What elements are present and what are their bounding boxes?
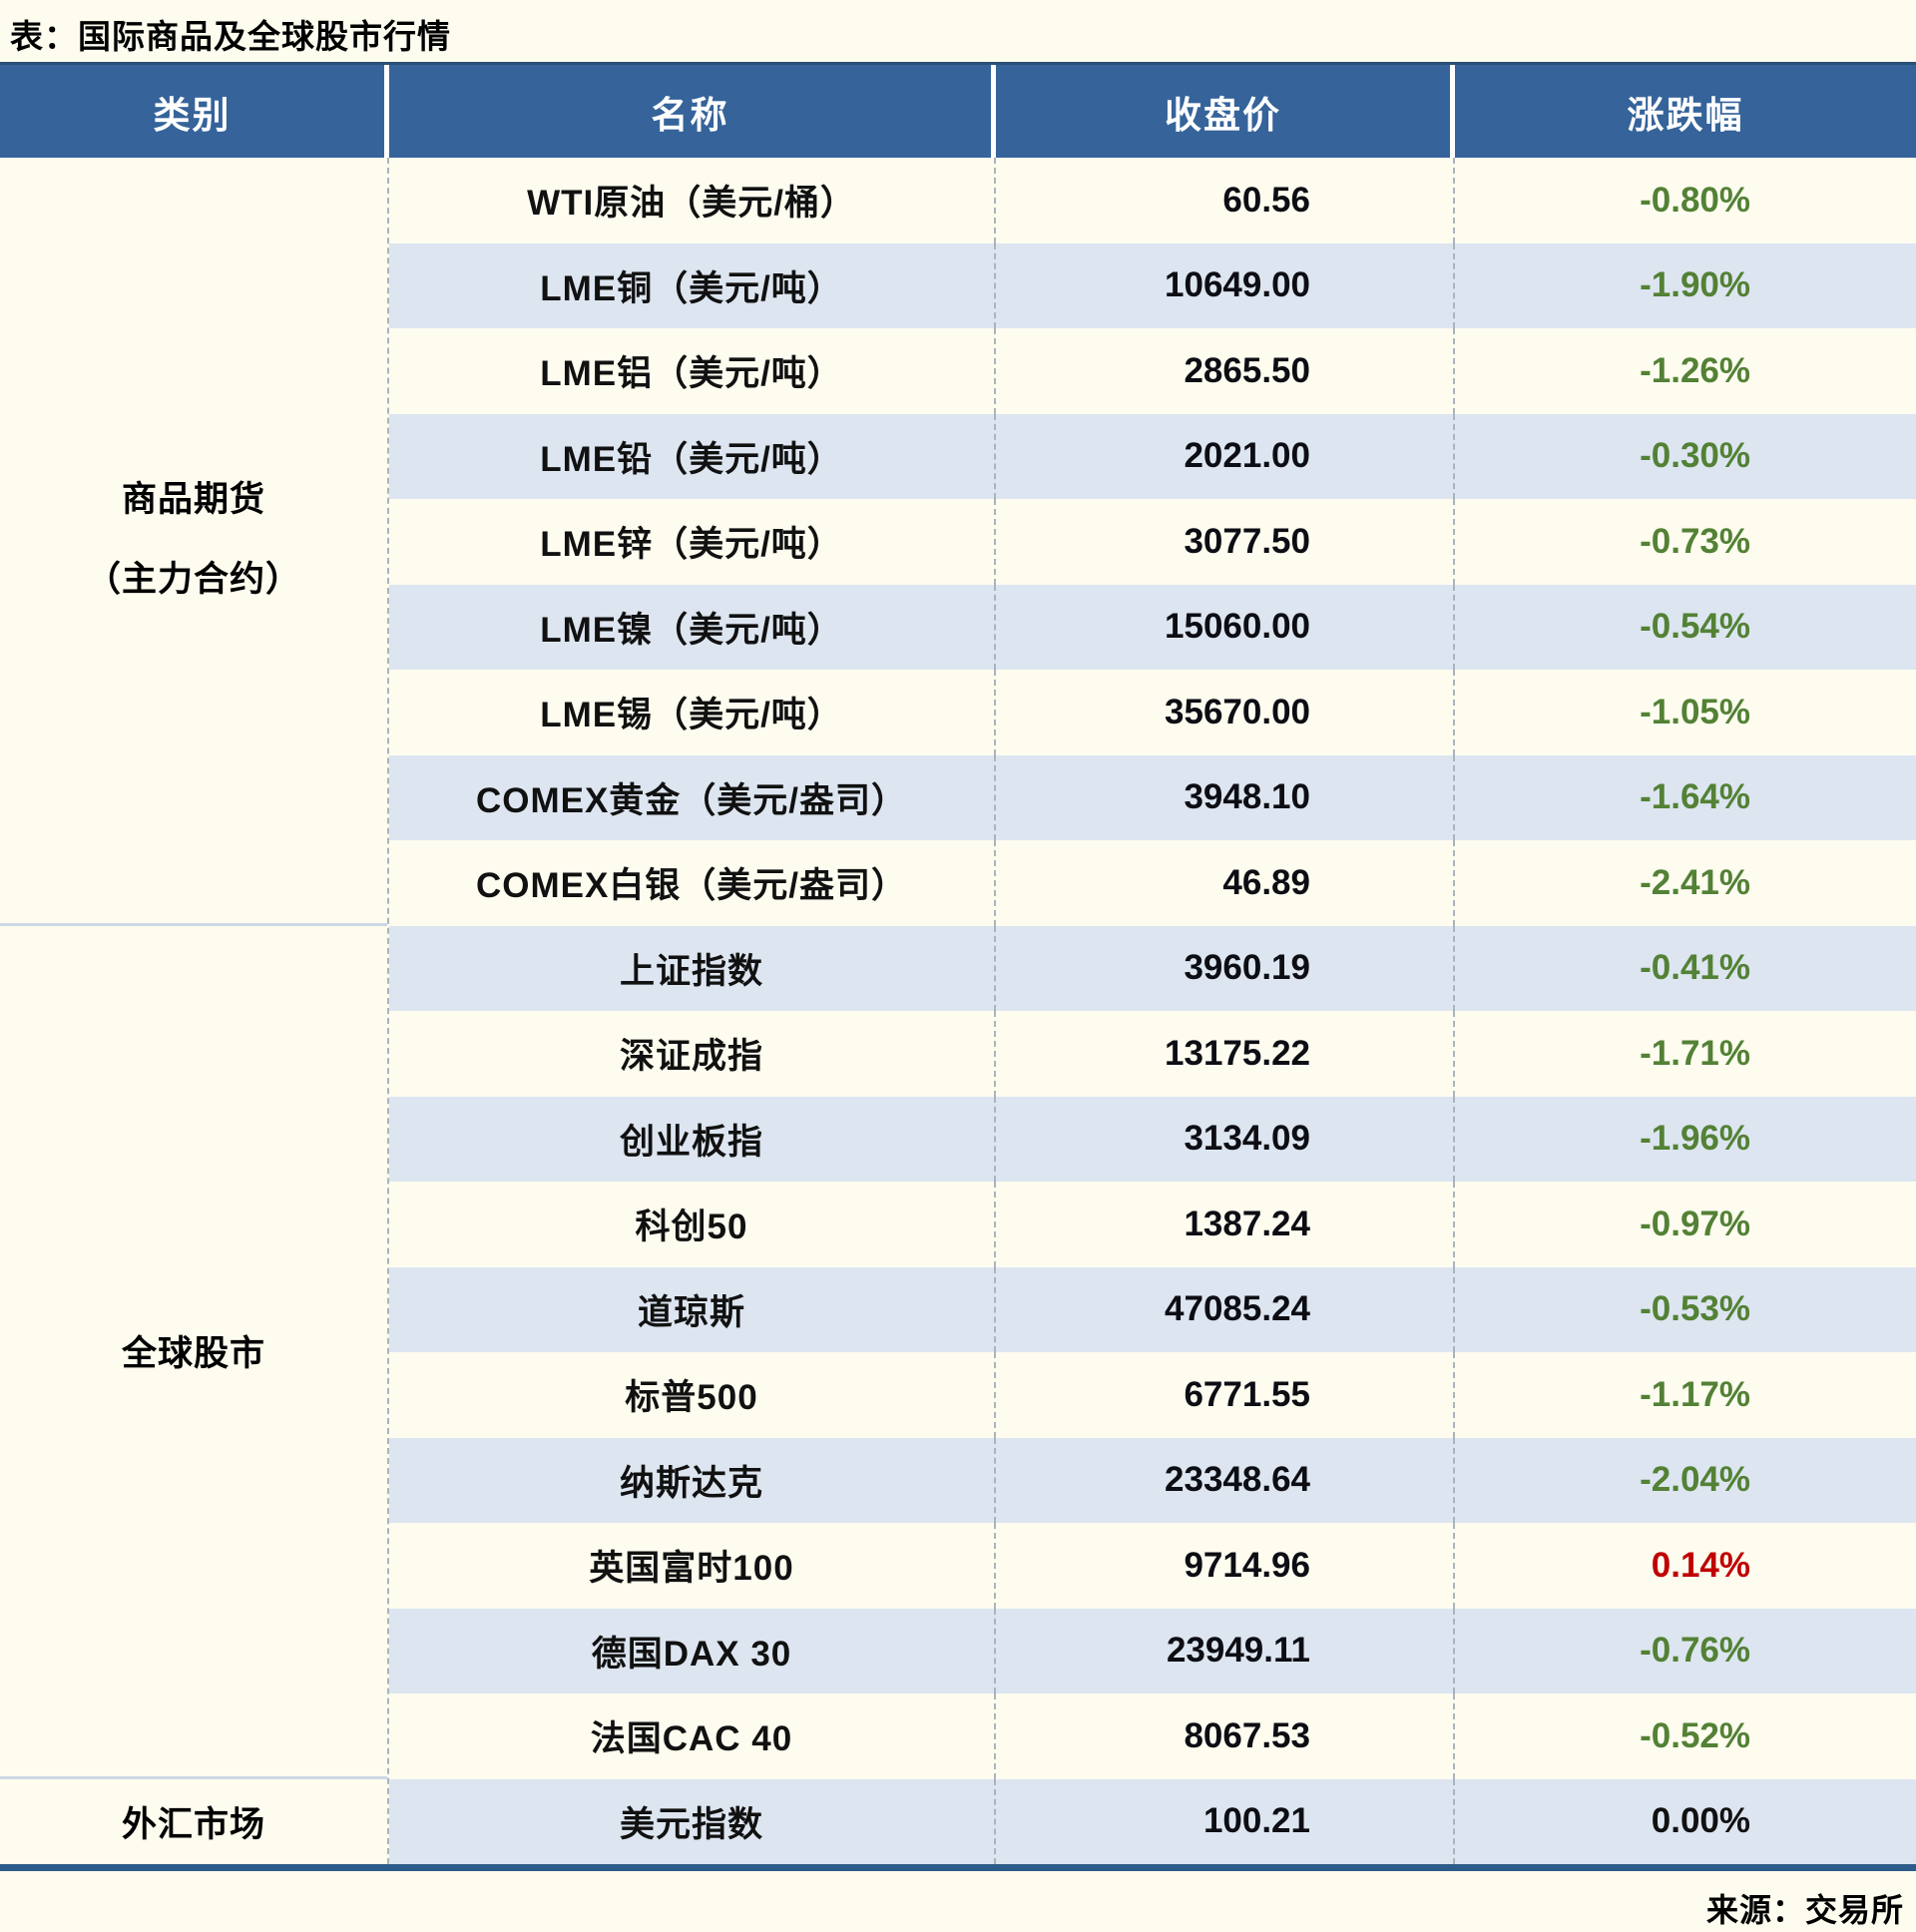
instrument-name: LME铜（美元/吨） bbox=[389, 242, 996, 328]
table-row: 标普500 6771.55 -1.17% bbox=[389, 1352, 1916, 1438]
table-row: 深证成指 13175.22 -1.71% bbox=[389, 1011, 1916, 1097]
source-note: 来源：交易所 bbox=[1705, 1892, 1904, 1928]
data-rows: WTI原油（美元/桶） 60.56 -0.80% LME铜（美元/吨） 1064… bbox=[389, 158, 1916, 1864]
table-row: LME铜（美元/吨） 10649.00 -1.90% bbox=[389, 242, 1916, 328]
market-table: 类别 名称 收盘价 涨跌幅 商品期货 （主力合约） 全球股市 外汇市场 WTI原… bbox=[0, 62, 1916, 1871]
category-cell-global-stocks: 全球股市 bbox=[0, 926, 387, 1779]
instrument-name: COMEX白银（美元/盎司） bbox=[389, 840, 996, 926]
instrument-name: WTI原油（美元/桶） bbox=[389, 158, 996, 243]
instrument-name: 美元指数 bbox=[389, 1778, 996, 1864]
close-price-cell: 2021.00 bbox=[996, 413, 1455, 499]
instrument-name: LME铅（美元/吨） bbox=[389, 413, 996, 499]
column-header-close: 收盘价 bbox=[996, 65, 1455, 158]
close-price-cell: 3077.50 bbox=[996, 499, 1455, 585]
instrument-name: LME镍（美元/吨） bbox=[389, 584, 996, 670]
instrument-name: LME锌（美元/吨） bbox=[389, 499, 996, 585]
close-price-cell: 8067.53 bbox=[996, 1693, 1455, 1779]
column-header-category: 类别 bbox=[0, 65, 389, 158]
instrument-name: 道琼斯 bbox=[389, 1266, 996, 1352]
change-pct-cell: -0.76% bbox=[1640, 1631, 1750, 1671]
close-price-cell: 10649.00 bbox=[996, 242, 1455, 328]
category-column: 商品期货 （主力合约） 全球股市 外汇市场 bbox=[0, 158, 389, 1864]
change-pct-cell: 0.14% bbox=[1651, 1545, 1750, 1585]
close-price-cell: 60.56 bbox=[996, 158, 1455, 243]
change-pct-cell: -0.54% bbox=[1640, 607, 1750, 647]
change-pct-cell: -0.53% bbox=[1640, 1289, 1750, 1329]
change-pct-cell: -0.52% bbox=[1640, 1715, 1750, 1755]
change-pct-cell: -1.17% bbox=[1640, 1374, 1750, 1414]
table-row: 美元指数 100.21 0.00% bbox=[389, 1778, 1916, 1864]
table-row: 科创50 1387.24 -0.97% bbox=[389, 1182, 1916, 1267]
change-pct-cell: 0.00% bbox=[1651, 1801, 1750, 1841]
close-price-cell: 9714.96 bbox=[996, 1523, 1455, 1609]
table-row: LME铅（美元/吨） 2021.00 -0.30% bbox=[389, 413, 1916, 499]
table-row: 纳斯达克 23348.64 -2.04% bbox=[389, 1437, 1916, 1523]
table-row: LME铝（美元/吨） 2865.50 -1.26% bbox=[389, 328, 1916, 414]
category-label-line2: （主力合约） bbox=[85, 560, 301, 600]
close-price-cell: 47085.24 bbox=[996, 1266, 1455, 1352]
close-price-cell: 15060.00 bbox=[996, 584, 1455, 670]
instrument-name: LME锡（美元/吨） bbox=[389, 670, 996, 755]
close-price-cell: 13175.22 bbox=[996, 1011, 1455, 1097]
instrument-name: 创业板指 bbox=[389, 1096, 996, 1182]
close-price-cell: 3960.19 bbox=[996, 925, 1455, 1011]
page-title: 表：国际商品及全球股市行情 bbox=[10, 18, 451, 55]
change-pct-cell: -2.04% bbox=[1640, 1460, 1750, 1500]
change-pct-cell: -1.26% bbox=[1640, 350, 1750, 390]
table-row: WTI原油（美元/桶） 60.56 -0.80% bbox=[389, 158, 1916, 243]
table-body: 商品期货 （主力合约） 全球股市 外汇市场 WTI原油（美元/桶） 60.56 … bbox=[0, 158, 1916, 1871]
change-pct-cell: -1.90% bbox=[1640, 265, 1750, 305]
change-pct-cell: -1.64% bbox=[1640, 777, 1750, 817]
instrument-name: 科创50 bbox=[389, 1182, 996, 1267]
change-pct-cell: -1.05% bbox=[1640, 692, 1750, 731]
change-pct-cell: -2.41% bbox=[1640, 862, 1750, 902]
instrument-name: 标普500 bbox=[389, 1352, 996, 1438]
change-pct-cell: -0.80% bbox=[1640, 180, 1750, 220]
change-pct-cell: -0.41% bbox=[1640, 948, 1750, 988]
table-row: COMEX黄金（美元/盎司） 3948.10 -1.64% bbox=[389, 754, 1916, 840]
instrument-name: COMEX黄金（美元/盎司） bbox=[389, 754, 996, 840]
close-price-cell: 23348.64 bbox=[996, 1437, 1455, 1523]
table-row: COMEX白银（美元/盎司） 46.89 -2.41% bbox=[389, 840, 1916, 926]
table-row: 法国CAC 40 8067.53 -0.52% bbox=[389, 1693, 1916, 1779]
column-header-change: 涨跌幅 bbox=[1627, 94, 1744, 136]
close-price-cell: 46.89 bbox=[996, 840, 1455, 926]
table-header-row: 类别 名称 收盘价 涨跌幅 bbox=[0, 62, 1916, 158]
instrument-name: 纳斯达克 bbox=[389, 1437, 996, 1523]
instrument-name: 英国富时100 bbox=[389, 1523, 996, 1609]
column-header-name: 名称 bbox=[389, 65, 996, 158]
close-price-cell: 1387.24 bbox=[996, 1182, 1455, 1267]
table-row: LME锌（美元/吨） 3077.50 -0.73% bbox=[389, 499, 1916, 585]
change-pct-cell: -0.73% bbox=[1640, 521, 1750, 561]
instrument-name: 上证指数 bbox=[389, 925, 996, 1011]
table-row: 创业板指 3134.09 -1.96% bbox=[389, 1096, 1916, 1182]
close-price-cell: 100.21 bbox=[996, 1778, 1455, 1864]
table-row: LME锡（美元/吨） 35670.00 -1.05% bbox=[389, 670, 1916, 755]
table-row: 英国富时100 9714.96 0.14% bbox=[389, 1523, 1916, 1609]
table-row: 上证指数 3960.19 -0.41% bbox=[389, 925, 1916, 1011]
change-pct-cell: -0.30% bbox=[1640, 436, 1750, 476]
instrument-name: 德国DAX 30 bbox=[389, 1608, 996, 1693]
category-cell-forex: 外汇市场 bbox=[121, 1804, 265, 1844]
category-cell-commodity-futures: 商品期货 （主力合约） bbox=[0, 158, 387, 926]
close-price-cell: 23949.11 bbox=[996, 1608, 1455, 1693]
table-row: 道琼斯 47085.24 -0.53% bbox=[389, 1266, 1916, 1352]
change-pct-cell: -0.97% bbox=[1640, 1204, 1750, 1243]
close-price-cell: 6771.55 bbox=[996, 1352, 1455, 1438]
close-price-cell: 2865.50 bbox=[996, 328, 1455, 414]
close-price-cell: 3134.09 bbox=[996, 1096, 1455, 1182]
close-price-cell: 3948.10 bbox=[996, 754, 1455, 840]
close-price-cell: 35670.00 bbox=[996, 670, 1455, 755]
instrument-name: 深证成指 bbox=[389, 1011, 996, 1097]
table-row: LME镍（美元/吨） 15060.00 -0.54% bbox=[389, 584, 1916, 670]
change-pct-cell: -1.71% bbox=[1640, 1033, 1750, 1073]
change-pct-cell: -1.96% bbox=[1640, 1119, 1750, 1159]
instrument-name: LME铝（美元/吨） bbox=[389, 328, 996, 414]
instrument-name: 法国CAC 40 bbox=[389, 1693, 996, 1779]
category-label-line1: 商品期货 bbox=[121, 480, 265, 520]
table-row: 德国DAX 30 23949.11 -0.76% bbox=[389, 1608, 1916, 1693]
